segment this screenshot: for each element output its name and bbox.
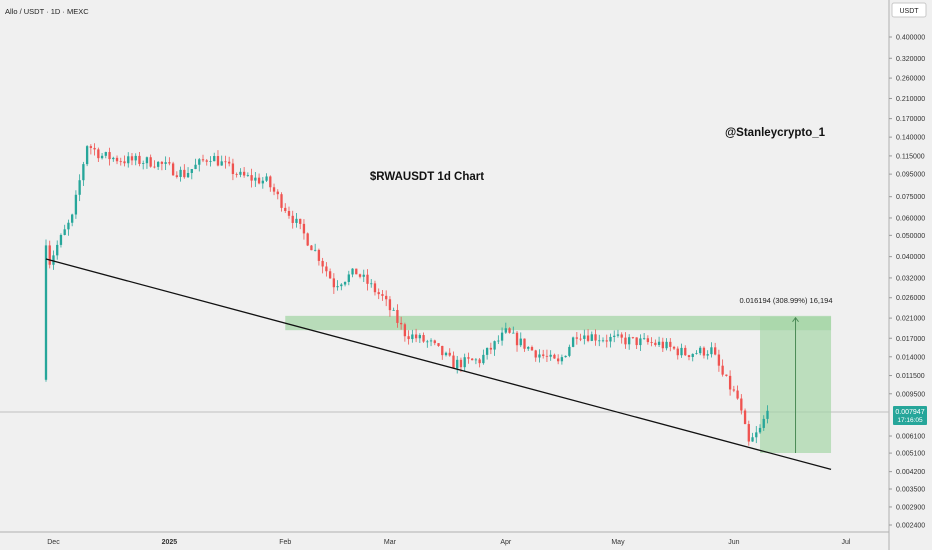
x-tick-label: 2025 [162, 539, 178, 546]
y-tick-label: 0.140000 [896, 135, 925, 142]
price-tag-value: 0.007947 [895, 409, 924, 416]
y-tick-label: 0.095000 [896, 172, 925, 179]
y-tick-label: 0.170000 [896, 116, 925, 123]
currency-label: USDT [899, 8, 919, 15]
y-tick-label: 0.075000 [896, 194, 925, 201]
y-tick-label: 0.026000 [896, 295, 925, 302]
y-tick-label: 0.320000 [896, 56, 925, 63]
resistance-zone-layer [285, 316, 831, 330]
candle [572, 337, 574, 348]
y-tick-label: 0.115000 [896, 153, 925, 160]
symbol-line: Allo / USDT · 1D · MEXC [5, 7, 89, 16]
y-tick-label: 0.210000 [896, 96, 925, 103]
y-tick-label: 0.400000 [896, 35, 925, 42]
author-watermark: @Stanleycrypto_1 [725, 127, 826, 139]
candle [310, 245, 312, 250]
y-tick-label: 0.005100 [896, 451, 925, 458]
y-tick-label: 0.032000 [896, 275, 925, 282]
y-tick-label: 0.011500 [896, 373, 925, 380]
y-tick-label: 0.002900 [896, 504, 925, 511]
y-tick-label: 0.021000 [896, 316, 925, 323]
y-tick-label: 0.002400 [896, 523, 925, 530]
candle [355, 269, 357, 275]
y-tick-label: 0.260000 [896, 76, 925, 83]
candle [86, 145, 88, 166]
candle [172, 162, 174, 176]
x-tick-label: Jul [842, 539, 851, 546]
y-tick-label: 0.006100 [896, 434, 925, 441]
x-tick-label: Feb [279, 539, 291, 546]
x-tick-label: Jun [728, 539, 739, 546]
y-tick-label: 0.017000 [896, 336, 925, 343]
y-tick-label: 0.004200 [896, 469, 925, 476]
y-tick-label: 0.014000 [896, 354, 925, 361]
y-tick-label: 0.003500 [896, 487, 925, 494]
measure-label: 0.016194 (308.99%) 16,194 [740, 296, 833, 305]
x-tick-label: Dec [47, 539, 60, 546]
x-tick-label: Mar [384, 539, 397, 546]
y-tick-label: 0.040000 [896, 254, 925, 261]
resistance-zone [285, 316, 831, 330]
y-tick-label: 0.050000 [896, 233, 925, 240]
chart-title: $RWAUSDT 1d Chart [370, 171, 484, 183]
candle [45, 239, 47, 381]
measure-layer [760, 317, 831, 453]
candle [307, 232, 309, 246]
y-tick-label: 0.009500 [896, 391, 925, 398]
price-tag-countdown: 17:16:05 [897, 417, 923, 424]
x-tick-label: May [611, 539, 625, 546]
x-tick-label: Apr [500, 539, 512, 546]
y-tick-label: 0.060000 [896, 215, 925, 222]
candle [744, 408, 746, 424]
